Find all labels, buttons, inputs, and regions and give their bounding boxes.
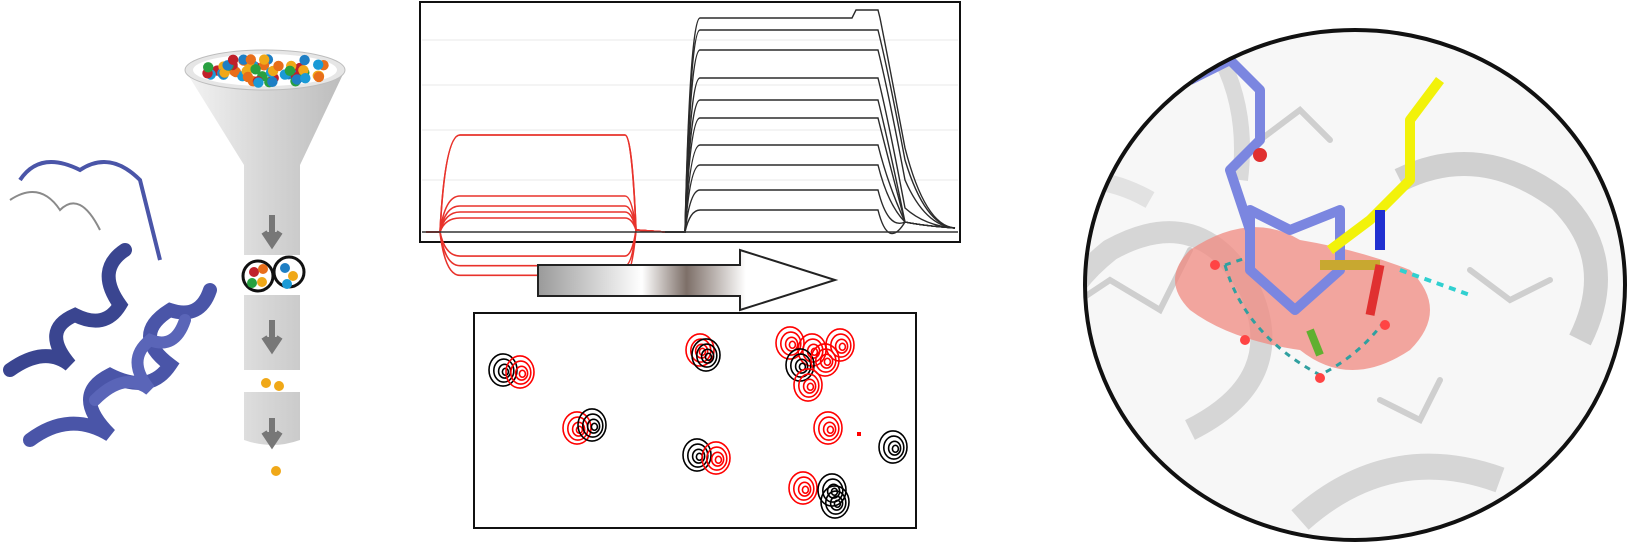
nmr-peaks: [488, 326, 908, 519]
fragment-bead: [273, 60, 284, 72]
fragment-bead: [313, 59, 324, 70]
fragment-bead: [245, 54, 256, 65]
nmr-peak-red: [788, 471, 818, 505]
nmr-peak-black: [682, 438, 712, 472]
fragment-bead: [300, 73, 311, 84]
nmr-peak-red: [701, 441, 731, 475]
protein-structure: [3, 160, 217, 447]
nmr-peak-red: [857, 432, 861, 436]
nmr-peak-black: [878, 430, 908, 464]
process-arrow: [537, 248, 839, 312]
spr-trace-red: [426, 195, 666, 233]
spr-trace-black: [665, 209, 956, 235]
nmr-peak-red: [825, 328, 855, 362]
hit-bead: [280, 263, 290, 273]
hit-bead: [288, 271, 298, 281]
hit-bead: [258, 264, 268, 274]
nmr-peak-red: [793, 368, 823, 402]
fragment-bead: [313, 71, 325, 83]
nmr-peak-red: [775, 326, 805, 360]
fragment-bead: [253, 77, 264, 88]
hit-bead: [257, 277, 267, 287]
fragment-bead: [238, 54, 249, 65]
nmr-peak-black: [577, 408, 607, 442]
spr-trace-black: [665, 49, 956, 233]
fragment-funnel: [184, 49, 346, 476]
fragment-bead: [284, 65, 296, 77]
fragment-bead: [242, 71, 254, 83]
spr-traces: [422, 9, 958, 277]
fragment-bead: [299, 54, 310, 66]
hit-bead: [282, 279, 292, 289]
spr-trace-red: [426, 134, 666, 233]
spr-trace-red: [426, 205, 666, 233]
nmr-peak-black: [691, 338, 721, 372]
fragment-bead: [203, 62, 214, 73]
spr-sensorgram: [419, 1, 961, 277]
binding-site: [1083, 28, 1627, 542]
fragment-bead: [291, 74, 303, 85]
fragment-bead: [259, 54, 270, 65]
spr-trace-red: [426, 217, 666, 233]
fragment-beads: [202, 54, 329, 88]
fragment-bead: [267, 76, 278, 88]
fragment-bead: [298, 65, 309, 76]
nmr-peak-red: [813, 411, 843, 445]
hit-bead: [249, 267, 259, 277]
hit-bead: [247, 278, 257, 288]
spr-trace-red: [426, 211, 666, 233]
nmr-peak-red: [505, 355, 535, 389]
spr-gridlines: [422, 39, 958, 181]
fragment-bead: [227, 54, 239, 65]
hit-beads: [247, 263, 298, 289]
nmr-overlay: [473, 312, 917, 529]
spr-trace-black: [665, 29, 956, 233]
nmr-peak-black: [820, 485, 850, 519]
spr-trace-black: [665, 77, 956, 233]
fragment-bead: [250, 64, 261, 75]
